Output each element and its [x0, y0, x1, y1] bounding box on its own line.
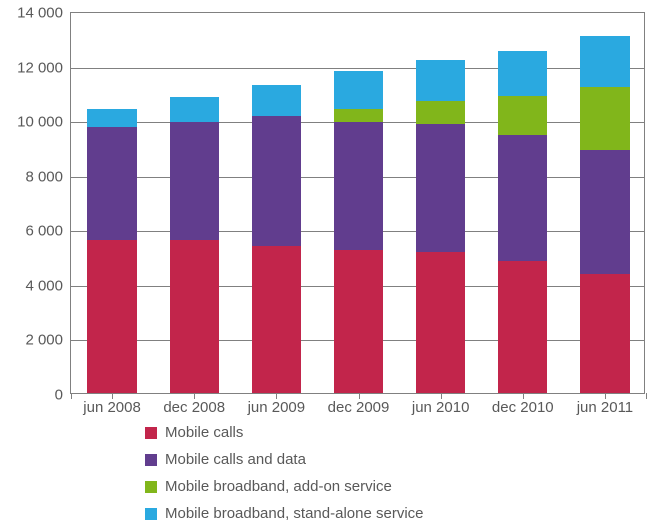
- bar-segment-mobile_calls: [87, 240, 136, 393]
- legend-swatch: [145, 508, 157, 520]
- chart-container: 0 2 000 4 000 6 000 8 000 10 000 12 000 14 000 j…: [0, 0, 659, 530]
- bar-segment-mobile_calls_and_data: [580, 150, 629, 274]
- bar-segment-mbb_standalone: [87, 109, 136, 127]
- bar-segment-mbb_standalone: [416, 60, 465, 101]
- bar-segment-mobile_calls_and_data: [498, 135, 547, 261]
- y-tick-label: 10 000: [17, 114, 71, 131]
- bar-segment-mobile_calls: [334, 250, 383, 393]
- bar-segment-mbb_standalone: [498, 51, 547, 96]
- bar-segment-mbb_addon: [334, 109, 383, 121]
- bar-group: [416, 11, 465, 393]
- bar-group: [334, 11, 383, 393]
- bar-segment-mobile_calls_and_data: [334, 122, 383, 250]
- bar-segment-mbb_addon: [580, 87, 629, 150]
- y-tick-label: 4 000: [25, 277, 71, 294]
- bar-segment-mobile_calls_and_data: [252, 116, 301, 246]
- bar-group: [580, 11, 629, 393]
- legend-label: Mobile broadband, add-on service: [165, 478, 392, 495]
- legend-label: Mobile broadband, stand-alone service: [165, 505, 424, 522]
- x-tick-mark: [646, 393, 647, 399]
- bar-segment-mobile_calls: [416, 252, 465, 393]
- bar-segment-mobile_calls: [170, 240, 219, 393]
- bar-segment-mobile_calls: [580, 274, 629, 393]
- y-tick-label: 12 000: [17, 59, 71, 76]
- bar-segment-mbb_standalone: [252, 85, 301, 116]
- y-tick-label: 14 000: [17, 5, 71, 22]
- bar-segment-mbb_standalone: [580, 36, 629, 88]
- x-tick-mark: [71, 393, 72, 399]
- x-tick-label: dec 2008: [163, 393, 225, 416]
- bar-segment-mbb_addon: [498, 96, 547, 136]
- bar-group: [170, 11, 219, 393]
- bar-group: [252, 11, 301, 393]
- bar-group: [87, 11, 136, 393]
- x-tick-label: dec 2010: [492, 393, 554, 416]
- bar-segment-mbb_standalone: [334, 71, 383, 109]
- x-tick-label: jun 2011: [577, 393, 633, 416]
- bar-segment-mobile_calls: [498, 261, 547, 393]
- legend-label: Mobile calls: [165, 424, 243, 441]
- legend-swatch: [145, 454, 157, 466]
- legend: Mobile calls Mobile calls and data Mobile …: [145, 424, 424, 532]
- bar-group: [498, 11, 547, 393]
- legend-item: Mobile calls and data: [145, 451, 424, 468]
- bar-segment-mobile_calls_and_data: [87, 127, 136, 240]
- x-tick-label: dec 2009: [328, 393, 390, 416]
- y-tick-label: 6 000: [25, 223, 71, 240]
- legend-item: Mobile calls: [145, 424, 424, 441]
- bar-segment-mobile_calls_and_data: [416, 124, 465, 252]
- bar-segment-mobile_calls: [252, 246, 301, 393]
- legend-item: Mobile broadband, add-on service: [145, 478, 424, 495]
- bar-segment-mobile_calls_and_data: [170, 122, 219, 241]
- y-tick-label: 8 000: [25, 168, 71, 185]
- legend-item: Mobile broadband, stand-alone service: [145, 505, 424, 522]
- plot-area: 02 0004 0006 0008 00010 00012 00014 000j…: [70, 12, 645, 394]
- bar-segment-mbb_standalone: [170, 97, 219, 122]
- legend-label: Mobile calls and data: [165, 451, 306, 468]
- x-tick-label: jun 2010: [412, 393, 470, 416]
- legend-swatch: [145, 427, 157, 439]
- y-tick-label: 0: [55, 387, 71, 404]
- legend-swatch: [145, 481, 157, 493]
- x-tick-label: jun 2009: [248, 393, 306, 416]
- x-tick-label: jun 2008: [83, 393, 141, 416]
- y-tick-label: 2 000: [25, 332, 71, 349]
- bar-segment-mbb_addon: [416, 101, 465, 124]
